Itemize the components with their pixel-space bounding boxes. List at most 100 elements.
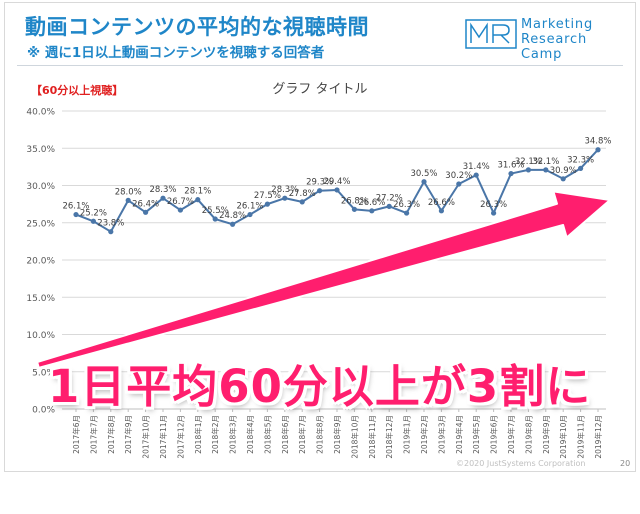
data-point — [473, 172, 479, 178]
x-tick-label: 2017年11月 — [158, 415, 168, 459]
data-point — [560, 176, 566, 182]
data-label: 32.1% — [515, 157, 542, 167]
data-label: 27.8% — [289, 189, 316, 199]
data-label: 23.8% — [97, 219, 124, 229]
data-label: 34.8% — [584, 137, 611, 147]
data-point — [160, 195, 166, 201]
data-point — [125, 197, 131, 203]
y-tick-label: 10.0% — [26, 331, 55, 341]
data-label: 26.4% — [132, 199, 159, 209]
x-tick-label: 2019年10月 — [558, 415, 568, 459]
x-tick-label: 2017年12月 — [175, 415, 185, 459]
data-point — [230, 221, 236, 227]
data-label: 26.1% — [62, 202, 89, 212]
data-point — [456, 181, 462, 187]
data-point — [508, 170, 514, 177]
data-point — [282, 195, 288, 201]
data-point — [195, 197, 201, 203]
data-label: 30.9% — [550, 166, 577, 176]
logo-line-2: Research Camp — [521, 32, 588, 62]
x-tick-label: 2019年3月 — [436, 415, 446, 454]
data-point — [421, 179, 427, 185]
data-label: 28.1% — [184, 187, 211, 197]
header-divider — [17, 65, 623, 66]
x-tick-label: 2019年9月 — [541, 415, 551, 454]
y-tick-label: 30.0% — [26, 182, 55, 192]
x-tick-label: 2018年10月 — [349, 415, 359, 459]
x-tick-label: 2018年12月 — [384, 415, 394, 459]
x-tick-label: 2019年4月 — [454, 415, 464, 454]
x-tick-label: 2019年6月 — [489, 415, 499, 454]
data-label: 26.3% — [393, 200, 420, 210]
x-tick-label: 2017年7月 — [88, 415, 98, 454]
data-point — [247, 211, 253, 218]
brand-logo: Marketing Research Camp — [465, 17, 631, 62]
data-point — [334, 187, 340, 193]
data-label: 32.1% — [532, 157, 559, 167]
logo-text: Marketing Research Camp — [521, 17, 631, 62]
data-label: 26.6% — [358, 198, 385, 208]
data-label: 28.3% — [271, 185, 298, 195]
data-label: 25.5% — [202, 206, 229, 216]
x-tick-label: 2019年2月 — [419, 415, 429, 454]
x-tick-label: 2017年9月 — [123, 415, 133, 454]
x-tick-label: 2018年5月 — [262, 415, 272, 454]
x-tick-label: 2019年5月 — [471, 415, 481, 454]
x-tick-label: 2019年12月 — [593, 415, 603, 459]
x-tick-label: 2018年7月 — [297, 415, 307, 454]
data-point — [578, 165, 584, 171]
x-tick-label: 2018年2月 — [210, 415, 220, 454]
data-label: 26.6% — [428, 198, 455, 208]
data-label: 31.4% — [463, 162, 490, 172]
data-label: 27.5% — [254, 191, 281, 201]
x-tick-label: 2019年1月 — [402, 415, 412, 454]
data-label: 30.5% — [410, 169, 437, 179]
data-point — [543, 167, 549, 173]
data-label: 32.3% — [567, 155, 594, 165]
x-tick-label: 2017年6月 — [71, 415, 81, 454]
x-tick-label: 2018年8月 — [315, 415, 325, 454]
data-label: 26.8% — [341, 196, 368, 206]
x-tick-label: 2018年11月 — [367, 415, 377, 459]
data-point — [90, 218, 96, 224]
y-tick-label: 35.0% — [26, 145, 55, 155]
data-label: 29.3% — [306, 178, 333, 188]
data-point — [491, 210, 497, 216]
data-point — [143, 209, 149, 215]
slide-edge — [5, 3, 11, 471]
data-point — [595, 147, 601, 153]
page-subtitle: ※ 週に1日以上動画コンテンツを視聴する回答者 — [27, 45, 325, 61]
data-point — [299, 199, 305, 205]
data-point — [525, 167, 532, 173]
page-number: 20 — [620, 459, 631, 468]
data-point — [351, 206, 357, 212]
data-point — [386, 203, 392, 209]
data-label: 26.7% — [167, 197, 194, 207]
y-tick-label: 15.0% — [26, 294, 55, 304]
x-tick-label: 2018年6月 — [280, 415, 290, 454]
data-label: 28.0% — [115, 187, 142, 197]
y-tick-label: 40.0% — [26, 108, 55, 118]
x-tick-label: 2018年3月 — [228, 415, 238, 454]
x-tick-label: 2019年7月 — [506, 415, 516, 454]
data-point — [369, 208, 375, 214]
y-tick-label: 5.0% — [32, 368, 55, 378]
data-label: 26.3% — [480, 200, 507, 210]
data-label: 27.2% — [376, 193, 403, 203]
logo-line-1: Marketing — [521, 17, 593, 32]
data-point — [73, 211, 79, 218]
data-point — [438, 208, 444, 214]
data-label: 30.2% — [445, 171, 472, 181]
x-tick-label: 2017年8月 — [106, 415, 116, 454]
data-point — [404, 210, 410, 216]
data-point — [177, 207, 183, 213]
data-label: 24.8% — [219, 211, 246, 221]
segment-tag: 【60分以上視聴】 — [31, 84, 124, 97]
data-point — [108, 229, 114, 235]
x-tick-label: 2018年4月 — [245, 415, 255, 454]
x-tick-label: 2019年8月 — [523, 415, 533, 454]
chart-title: グラフ タイトル — [272, 82, 368, 97]
x-tick-label: 2018年1月 — [193, 415, 203, 454]
data-point — [317, 188, 323, 194]
